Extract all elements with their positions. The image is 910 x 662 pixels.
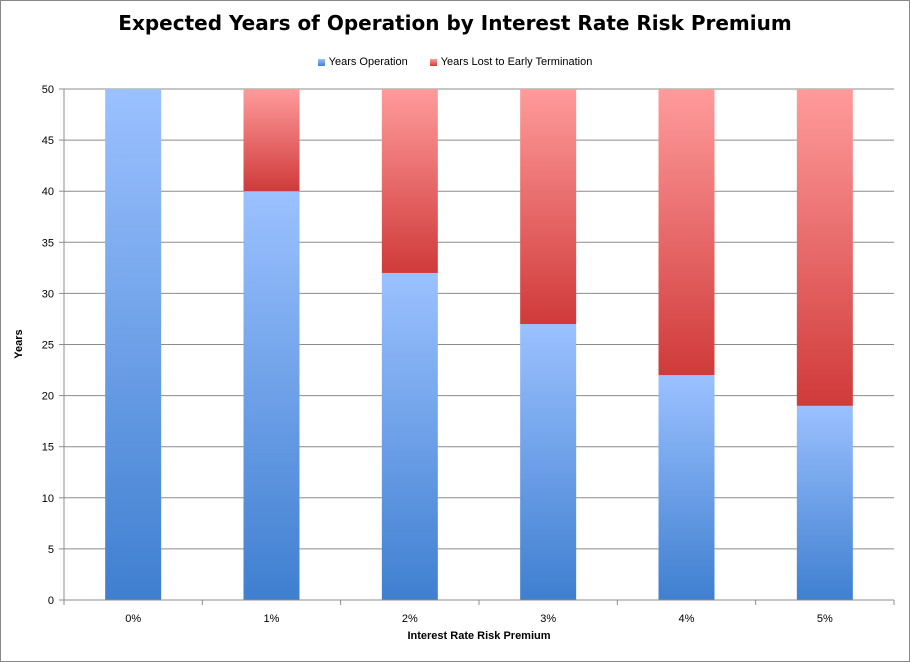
y-tick-label: 50 <box>42 84 54 96</box>
bar-years-lost-1pct <box>243 89 300 192</box>
x-tick-label: 3% <box>540 613 556 625</box>
x-tick-label: 4% <box>679 613 695 625</box>
y-tick-label: 0 <box>48 595 54 607</box>
bar-years-lost-3pct <box>520 89 577 325</box>
legend-swatch-years-lost <box>429 58 437 66</box>
bar-years-operation-2pct <box>381 272 438 600</box>
bar-years-operation-4pct <box>658 375 715 600</box>
bar-years-operation-1pct <box>243 191 300 600</box>
legend-label-years-operation: Years Operation <box>328 56 408 68</box>
y-tick-label: 40 <box>42 186 54 198</box>
y-tick-label: 25 <box>42 340 54 352</box>
bar-years-lost-4pct <box>658 89 715 376</box>
y-axis-label: Years <box>13 329 25 359</box>
bar-layer <box>105 89 853 600</box>
y-tick-label: 10 <box>42 493 54 505</box>
bar-years-operation-0pct <box>105 89 162 600</box>
y-tick-label: 30 <box>42 288 54 300</box>
chart-title: Expected Years of Operation by Interest … <box>118 11 792 35</box>
y-tick-label: 20 <box>42 391 54 403</box>
legend-swatch-years-operation <box>317 58 325 66</box>
legend: Years Operation Years Lost to Early Term… <box>1 56 909 68</box>
axis-layer: 0 5 10 15 20 25 30 35 40 45 50 0% 1% 2% 3% 4% 5% <box>42 84 895 625</box>
legend-item-years-lost: Years Lost to Early Termination <box>429 56 593 68</box>
x-tick-label: 1% <box>264 613 280 625</box>
y-tick-label: 15 <box>42 442 54 454</box>
y-tick-label: 45 <box>42 135 54 147</box>
legend-label-years-lost: Years Lost to Early Termination <box>440 56 593 68</box>
bar-years-lost-5pct <box>796 89 853 406</box>
legend-item-years-operation: Years Operation <box>317 56 408 68</box>
y-tick-label: 35 <box>42 237 54 249</box>
x-axis-label: Interest Rate Risk Premium <box>407 630 551 642</box>
bar-years-operation-5pct <box>796 405 853 600</box>
bar-years-lost-2pct <box>381 89 438 273</box>
x-tick-label: 0% <box>125 613 141 625</box>
grid-layer <box>64 88 894 601</box>
x-tick-label: 2% <box>402 613 418 625</box>
x-tick-label: 5% <box>817 613 833 625</box>
y-tick-label: 5 <box>48 544 54 556</box>
bar-years-operation-3pct <box>520 324 577 600</box>
